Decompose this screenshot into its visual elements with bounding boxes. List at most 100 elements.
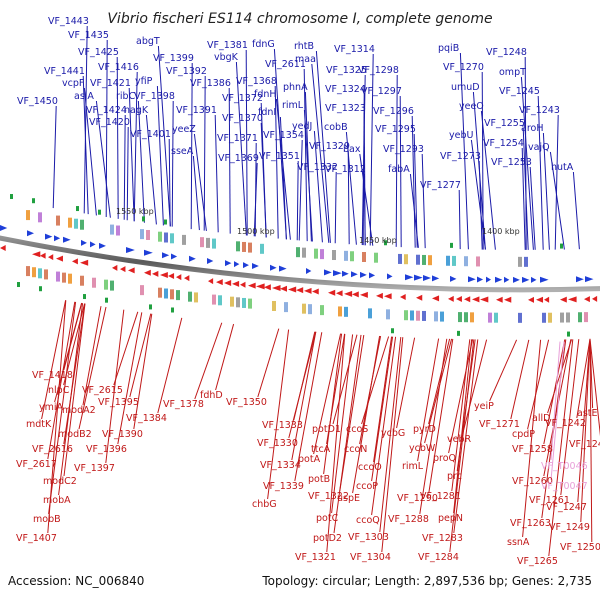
gene-label-reverse: pepN [438,513,463,524]
gene-label-forward: VF_1245 [499,86,540,97]
scale-label: 1550 kbp [116,207,154,216]
gene-label-forward: yfiP [135,76,153,87]
gene-label-forward: VF_1312 [325,164,366,175]
label-connector [313,130,323,243]
forward-gene-arrow [54,235,61,242]
label-connector [547,339,573,414]
gene-label-forward: fdnH [254,89,277,100]
forward-gene-arrow [369,272,376,279]
gene-label-forward: VF_1401 [130,129,171,140]
map-title: Vibrio fischeri ES114 chromosome I, comp… [107,11,492,27]
cog-block [176,290,180,301]
feature-marker [98,209,101,215]
gene-label-reverse: VF_1284 [418,552,459,563]
gene-label-forward: cobB [324,122,348,133]
cog-block [548,312,552,323]
label-connector [245,49,248,236]
label-connector [373,336,393,463]
label-connector [339,335,365,492]
gene-label-reverse: ttcA [311,444,331,455]
trna-label: VF_T0046 [541,461,588,472]
gene-label-reverse: VF_2617 [16,459,57,470]
label-connector [47,300,67,534]
feature-marker [457,330,460,336]
cog-block [170,289,174,300]
feature-marker [10,194,13,200]
label-connector [78,306,107,430]
cog-block [212,294,216,305]
reverse-gene-arrow [448,295,454,302]
gene-label-forward: VF_1295 [375,124,416,135]
forward-gene-arrow [423,274,431,281]
label-connector [458,189,461,250]
label-connector [171,100,174,227]
cog-block [80,275,84,286]
gene-label-reverse: ycbW [409,443,436,454]
reverse-gene-arrow [560,296,567,303]
reverse-gene-arrow [472,296,480,303]
gene-label-reverse: mobA [43,495,71,506]
label-connector [274,85,279,239]
label-connector [369,53,374,246]
gene-label-reverse: ssnA [507,537,530,548]
cog-block [158,287,162,298]
forward-gene-arrow [225,260,232,267]
label-connector [128,87,135,222]
cog-block [38,268,42,279]
label-connector [83,87,97,216]
cog-block [302,247,306,258]
forward-gene-arrow [540,276,549,283]
gene-label-forward: bax [343,144,361,155]
label-connector [381,337,404,553]
feature-marker [384,240,387,246]
gene-label-reverse: VF_1339 [263,481,304,492]
gene-label-forward: VF_1392 [166,66,207,77]
label-connector [215,323,235,391]
reverse-gene-arrow [344,290,353,297]
cog-block [92,277,96,288]
cog-block [566,312,570,323]
feature-marker [450,242,453,248]
gene-label-forward: VF_1381 [207,40,248,51]
label-connector [214,114,219,233]
label-connector [294,332,323,482]
label-connector [126,126,129,221]
label-connector [137,100,145,223]
reverse-gene-arrow [584,296,590,303]
label-connector [326,333,346,553]
label-connector [451,339,471,492]
cog-block [560,312,564,323]
gene-label-reverse: VF_1418 [32,370,73,381]
gene-label-reverse: uspE [337,493,360,504]
forward-gene-arrow [405,274,414,281]
gene-label-forward: yeeZ [172,124,196,135]
gene-label-reverse: modA2 [62,405,96,416]
label-connector [193,133,207,231]
gene-label-reverse: potA [298,454,321,465]
gene-label-forward: VF_1421 [90,78,131,89]
gene-label-forward: pqiB [438,43,459,54]
gene-label-reverse: VF_1384 [126,413,167,424]
gene-label-forward: VF_1368 [236,76,277,87]
reverse-gene-arrow [0,245,6,252]
gene-label-reverse: VF_1263 [510,518,551,529]
cog-block [140,229,144,240]
gene-label-forward: vcpF [62,78,84,89]
gene-label-reverse: VF_1283 [422,533,463,544]
cog-block [260,243,264,254]
label-connector [522,127,529,250]
cog-block [458,312,462,323]
label-connector [449,339,475,553]
gene-label-forward: VF_2611 [265,59,306,70]
label-connector [123,114,126,220]
reverse-gene-arrow [384,293,392,300]
forward-gene-arrow [27,230,35,237]
forward-gene-arrow [387,273,393,280]
reverse-gene-arrow [296,287,304,294]
cog-block [404,310,408,321]
label-connector [352,335,381,494]
gene-label-forward: maa [295,54,316,65]
reverse-gene-arrow [592,295,598,302]
label-connector [345,131,357,245]
label-connector [399,95,402,248]
